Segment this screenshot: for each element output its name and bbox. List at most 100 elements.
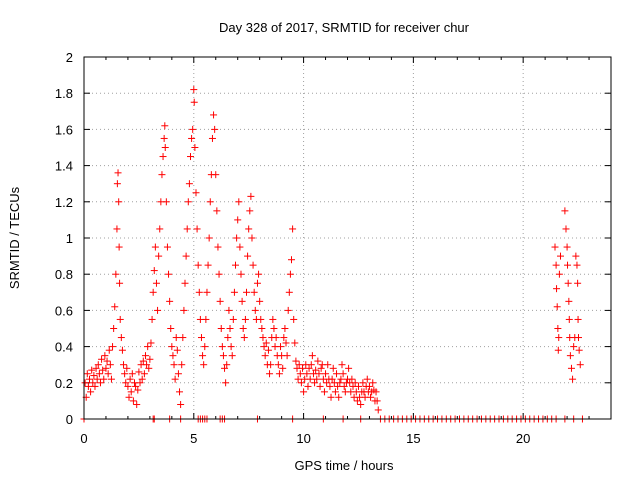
data-point	[201, 343, 209, 351]
data-point	[140, 370, 148, 378]
data-point	[221, 364, 229, 372]
data-point	[190, 86, 198, 94]
data-point	[109, 343, 117, 351]
data-point	[101, 352, 109, 360]
data-point	[104, 370, 112, 378]
data-point	[365, 382, 373, 390]
y-tick-label: 1.8	[55, 86, 73, 101]
data-point	[132, 382, 140, 390]
data-point	[144, 343, 152, 351]
y-tick-label: 1.2	[55, 195, 73, 210]
data-point	[337, 375, 345, 383]
data-point	[123, 364, 131, 372]
data-point	[178, 361, 186, 369]
data-point	[107, 375, 115, 383]
data-point	[331, 388, 339, 396]
data-point	[283, 352, 291, 360]
data-point	[236, 243, 244, 251]
data-point	[197, 334, 205, 342]
data-point	[329, 364, 337, 372]
data-point	[565, 297, 573, 305]
data-point	[258, 325, 266, 332]
data-point	[282, 339, 290, 347]
data-point	[90, 372, 98, 380]
data-point	[297, 379, 305, 387]
data-point	[257, 315, 265, 323]
data-point	[111, 303, 119, 311]
data-point	[112, 270, 120, 278]
data-point	[566, 352, 574, 360]
x-tick-label: 5	[190, 431, 197, 446]
chart-title: Day 328 of 2017, SRMTID for receiver chu…	[219, 20, 470, 35]
gridlines	[84, 57, 611, 419]
data-point	[171, 375, 179, 383]
data-point	[289, 225, 297, 233]
data-point	[91, 382, 99, 390]
data-point	[562, 225, 570, 233]
data-point	[176, 388, 184, 396]
data-point	[253, 279, 261, 287]
data-point	[83, 370, 91, 378]
data-point	[230, 288, 238, 296]
data-point	[240, 334, 248, 342]
data-point	[369, 379, 377, 387]
data-point	[177, 401, 185, 409]
data-point	[219, 352, 227, 360]
data-point	[155, 252, 163, 260]
data-point	[170, 361, 178, 369]
data-point	[203, 288, 211, 296]
data-point	[285, 288, 293, 296]
data-point	[113, 225, 121, 233]
data-point	[183, 225, 191, 233]
data-point	[226, 325, 234, 332]
data-point	[576, 361, 584, 369]
data-point	[105, 346, 113, 354]
data-point	[185, 180, 193, 188]
data-point	[224, 334, 232, 342]
data-point	[168, 343, 176, 351]
data-point	[125, 393, 133, 401]
data-point	[345, 364, 353, 372]
data-point	[193, 225, 201, 233]
data-point	[244, 252, 252, 260]
data-point	[222, 379, 230, 387]
data-point	[148, 315, 156, 323]
data-point	[166, 297, 174, 305]
data-point	[135, 368, 143, 376]
data-point	[262, 339, 270, 347]
data-point	[311, 379, 319, 387]
data-point	[118, 346, 126, 354]
data-point	[305, 364, 313, 372]
data-point	[363, 375, 371, 383]
data-point	[275, 370, 283, 378]
data-point	[124, 382, 132, 390]
data-point	[572, 252, 580, 260]
data-point	[139, 357, 147, 365]
data-point	[575, 334, 583, 342]
data-point	[327, 393, 335, 401]
data-point	[115, 198, 123, 206]
data-point	[127, 388, 135, 396]
data-point	[260, 343, 268, 351]
data-point	[561, 207, 569, 215]
data-point	[149, 288, 157, 296]
data-point	[269, 315, 277, 323]
data-points	[80, 86, 586, 423]
data-point	[261, 352, 269, 360]
data-point	[202, 315, 210, 323]
data-point	[95, 370, 103, 378]
data-point	[250, 288, 258, 296]
data-point	[316, 382, 324, 390]
data-point	[227, 343, 235, 351]
data-point	[555, 270, 563, 278]
data-point	[106, 361, 114, 369]
data-point	[300, 388, 308, 396]
data-point	[259, 334, 267, 342]
data-point	[232, 261, 240, 269]
data-point	[181, 279, 189, 287]
data-point	[564, 261, 572, 269]
data-point	[266, 370, 274, 378]
data-point	[296, 370, 304, 378]
data-point	[229, 315, 237, 323]
